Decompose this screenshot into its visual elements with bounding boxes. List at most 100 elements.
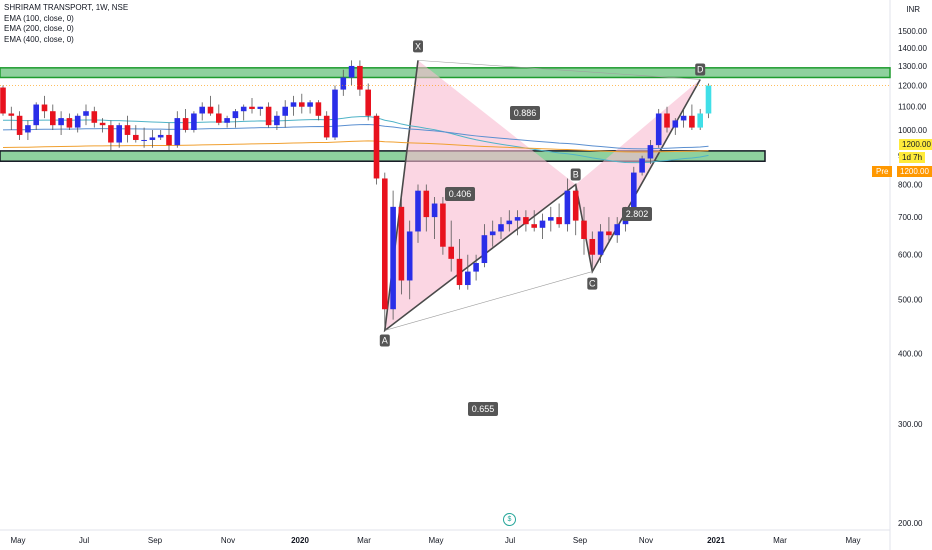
candle-body — [506, 220, 513, 225]
pattern-point-badge — [413, 40, 423, 53]
ratio-badge — [510, 106, 540, 120]
candle-body — [398, 206, 405, 281]
candle-body — [249, 106, 255, 109]
ratio-badge — [445, 187, 475, 201]
candle-body — [166, 134, 172, 146]
y-tick-label: 500.00 — [898, 295, 923, 304]
candle-body — [224, 118, 230, 123]
support-resistance-zone — [0, 67, 891, 79]
ema-400-legend[interactable]: EMA (400, close, 0) — [4, 34, 74, 44]
pattern-point-label-b: B — [573, 169, 579, 179]
candle-body — [531, 224, 537, 228]
currency-label: INR — [906, 5, 920, 14]
candle-body — [415, 190, 421, 232]
candle-body — [124, 125, 131, 135]
candle-body — [83, 111, 89, 116]
candle-body — [390, 206, 396, 310]
pattern-point-label-x: X — [415, 41, 421, 51]
candle-body — [664, 113, 670, 128]
candle-body — [299, 102, 305, 107]
candle-body — [323, 115, 330, 138]
candle-body — [141, 139, 147, 141]
ratio-label: 0.886 — [514, 108, 537, 118]
candle-body — [639, 158, 645, 173]
candle-body — [174, 118, 181, 146]
premarket-label-tag: Pre — [872, 166, 893, 177]
candle-body — [556, 217, 562, 225]
x-tick-label: May — [428, 536, 443, 545]
candle-body — [631, 172, 637, 211]
countdown-tag: 1d 7h — [899, 152, 926, 163]
candle-body — [157, 134, 164, 138]
xd-ratio-line — [417, 60, 701, 80]
candle-body — [581, 220, 587, 239]
candle-body — [240, 106, 247, 112]
candle-body — [216, 113, 222, 123]
ratio-label: 0.655 — [472, 404, 495, 414]
ema-100-legend[interactable]: EMA (100, close, 0) — [4, 13, 74, 23]
x-tick-label: Jul — [79, 536, 89, 545]
candle-body — [672, 120, 679, 128]
y-tick-label: 400.00 — [898, 350, 923, 359]
candle-body — [33, 104, 39, 126]
ratio-label: 0.406 — [449, 189, 472, 199]
tradingview-dollar-icon[interactable]: $ — [503, 513, 516, 526]
pattern-point-badge — [379, 334, 390, 347]
y-tick-label: 200.00 — [898, 519, 923, 528]
candle-body — [207, 106, 214, 114]
y-tick-label: 1000.00 — [898, 126, 927, 135]
candle-body — [539, 220, 546, 228]
x-tick-label: 2021 — [707, 536, 725, 545]
support-resistance-zone — [0, 150, 766, 162]
candle-body — [340, 77, 347, 90]
x-tick-label: May — [10, 536, 25, 545]
candle-body — [315, 102, 322, 116]
candle-body — [705, 85, 712, 114]
candle-body — [473, 263, 479, 272]
candle-body — [41, 104, 48, 112]
candle-body — [25, 125, 31, 133]
ema-100-line — [2, 116, 709, 164]
y-tick-label: 1500.00 — [898, 27, 927, 36]
candle-body — [597, 231, 604, 255]
pattern-point-badge — [695, 63, 706, 76]
y-tick-label: 300.00 — [898, 420, 923, 429]
candle-body — [456, 258, 463, 286]
pattern-point-badge — [587, 277, 598, 290]
candle-body — [332, 89, 338, 138]
candle-body — [274, 115, 280, 126]
candle-body — [589, 238, 596, 255]
candle-body — [99, 122, 106, 126]
candle-body — [199, 106, 205, 114]
candle-body — [440, 203, 446, 247]
x-tick-label: Nov — [221, 536, 235, 545]
candle-body — [16, 115, 23, 135]
candle-body — [182, 118, 189, 131]
x-tick-label: 2020 — [291, 536, 309, 545]
last-price-tag: 1200.00 — [899, 139, 932, 150]
x-tick-label: May — [845, 536, 860, 545]
candle-body — [564, 190, 571, 225]
candle-body — [448, 246, 454, 259]
candle-body — [489, 231, 496, 236]
y-tick-label: 1400.00 — [898, 44, 927, 53]
candle-body — [465, 271, 471, 286]
candle-body — [58, 118, 64, 126]
x-tick-label: Mar — [357, 536, 371, 545]
y-tick-label: 600.00 — [898, 251, 923, 260]
symbol-title[interactable]: SHRIRAM TRANSPORT, 1W, NSE — [4, 3, 129, 12]
candle-body — [647, 145, 654, 159]
candle-body — [431, 203, 438, 218]
x-tick-label: Mar — [773, 536, 787, 545]
candle-body — [290, 102, 297, 107]
candle-body — [149, 137, 156, 140]
chart-legend: SHRIRAM TRANSPORT, 1W, NSE EMA (100, clo… — [4, 3, 128, 45]
ema-200-legend[interactable]: EMA (200, close, 0) — [4, 24, 74, 33]
candle-body — [66, 118, 73, 128]
candle-body — [133, 134, 139, 140]
pattern-point-label-c: C — [589, 279, 596, 289]
candle-body — [307, 102, 313, 107]
candle-body — [191, 113, 197, 131]
candle-body — [655, 113, 662, 146]
